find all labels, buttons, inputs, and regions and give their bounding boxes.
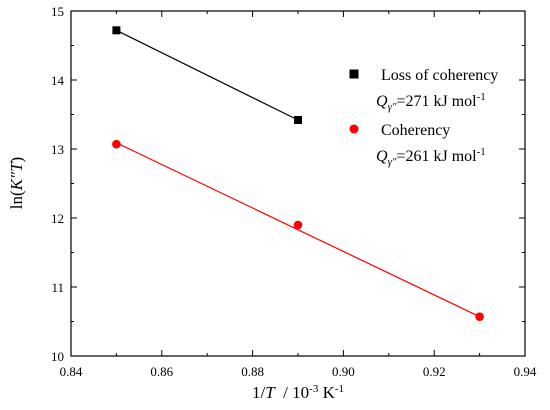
x-axis-label-unit-exponent: -1 [335, 383, 344, 395]
legend-q-subscript: γ″ [388, 101, 397, 113]
legend-circle-marker-icon [349, 124, 359, 134]
legend-q-exponent: -1 [477, 146, 486, 158]
data-point-square [112, 26, 121, 35]
plot-frame [70, 10, 526, 357]
y-axis-label-var: K″T [7, 161, 26, 191]
x-axis-label-var: T [265, 383, 276, 402]
legend-q-subscript: γ″ [388, 156, 397, 168]
legend-q-symbol: Q [376, 148, 388, 165]
axis-ticks: 0.84 0.86 0.88 0.90 0.92 0.94 10 11 12 13 14 15 [51, 4, 537, 379]
legend-q-value: =261 kJ mol [396, 148, 477, 165]
y-tick-label: 11 [51, 280, 64, 295]
legend-square-marker-icon [349, 69, 359, 79]
legend-q-exponent: -1 [477, 91, 486, 103]
data-point-circle [293, 220, 303, 230]
legend-label-loss-of-coherency: Loss of coherency [381, 67, 498, 84]
x-tick-label: 0.90 [332, 364, 355, 379]
fit-line-series-0 [116, 29, 299, 121]
data-point-square [294, 116, 302, 125]
data-point-circle [112, 139, 121, 149]
legend-q-symbol: Q [376, 93, 388, 110]
y-tick-label: 12 [51, 211, 64, 226]
y-axis-label-post: ) [7, 157, 26, 163]
y-tick-label: 13 [51, 142, 64, 157]
y-tick-label: 10 [51, 349, 64, 364]
x-axis-label-unit: K [318, 383, 335, 402]
legend: Loss of coherency Qγ″=271 kJ mol-1 Coher… [349, 67, 498, 168]
x-axis-label-post: / 10 [275, 383, 309, 402]
data-markers [112, 26, 484, 321]
y-tick-label: 14 [51, 73, 65, 88]
x-axis-label-pre: 1/ [252, 383, 266, 402]
legend-activation-energy-coherency: Qγ″=261 kJ mol-1 [376, 146, 486, 168]
y-axis-label-pre: ln( [7, 190, 26, 209]
legend-q-value: =271 kJ mol [396, 93, 477, 110]
legend-activation-energy-loss: Qγ″=271 kJ mol-1 [376, 91, 486, 113]
x-tick-label: 0.88 [241, 364, 264, 379]
y-tick-label: 15 [51, 4, 64, 19]
y-axis-label: ln(K″T) [7, 157, 26, 209]
x-tick-label: 0.86 [150, 364, 173, 379]
x-axis-label-exponent: -3 [309, 383, 319, 395]
x-tick-label: 0.92 [423, 364, 446, 379]
data-point-circle [475, 312, 484, 321]
x-tick-label: 0.84 [60, 364, 83, 379]
x-tick-label: 0.94 [514, 364, 537, 379]
fit-lines [116, 29, 480, 318]
x-axis-label: 1/T / 10-3 K-1 [252, 383, 344, 402]
fit-line-series-1 [116, 142, 480, 318]
legend-label-coherency: Coherency [381, 122, 450, 139]
